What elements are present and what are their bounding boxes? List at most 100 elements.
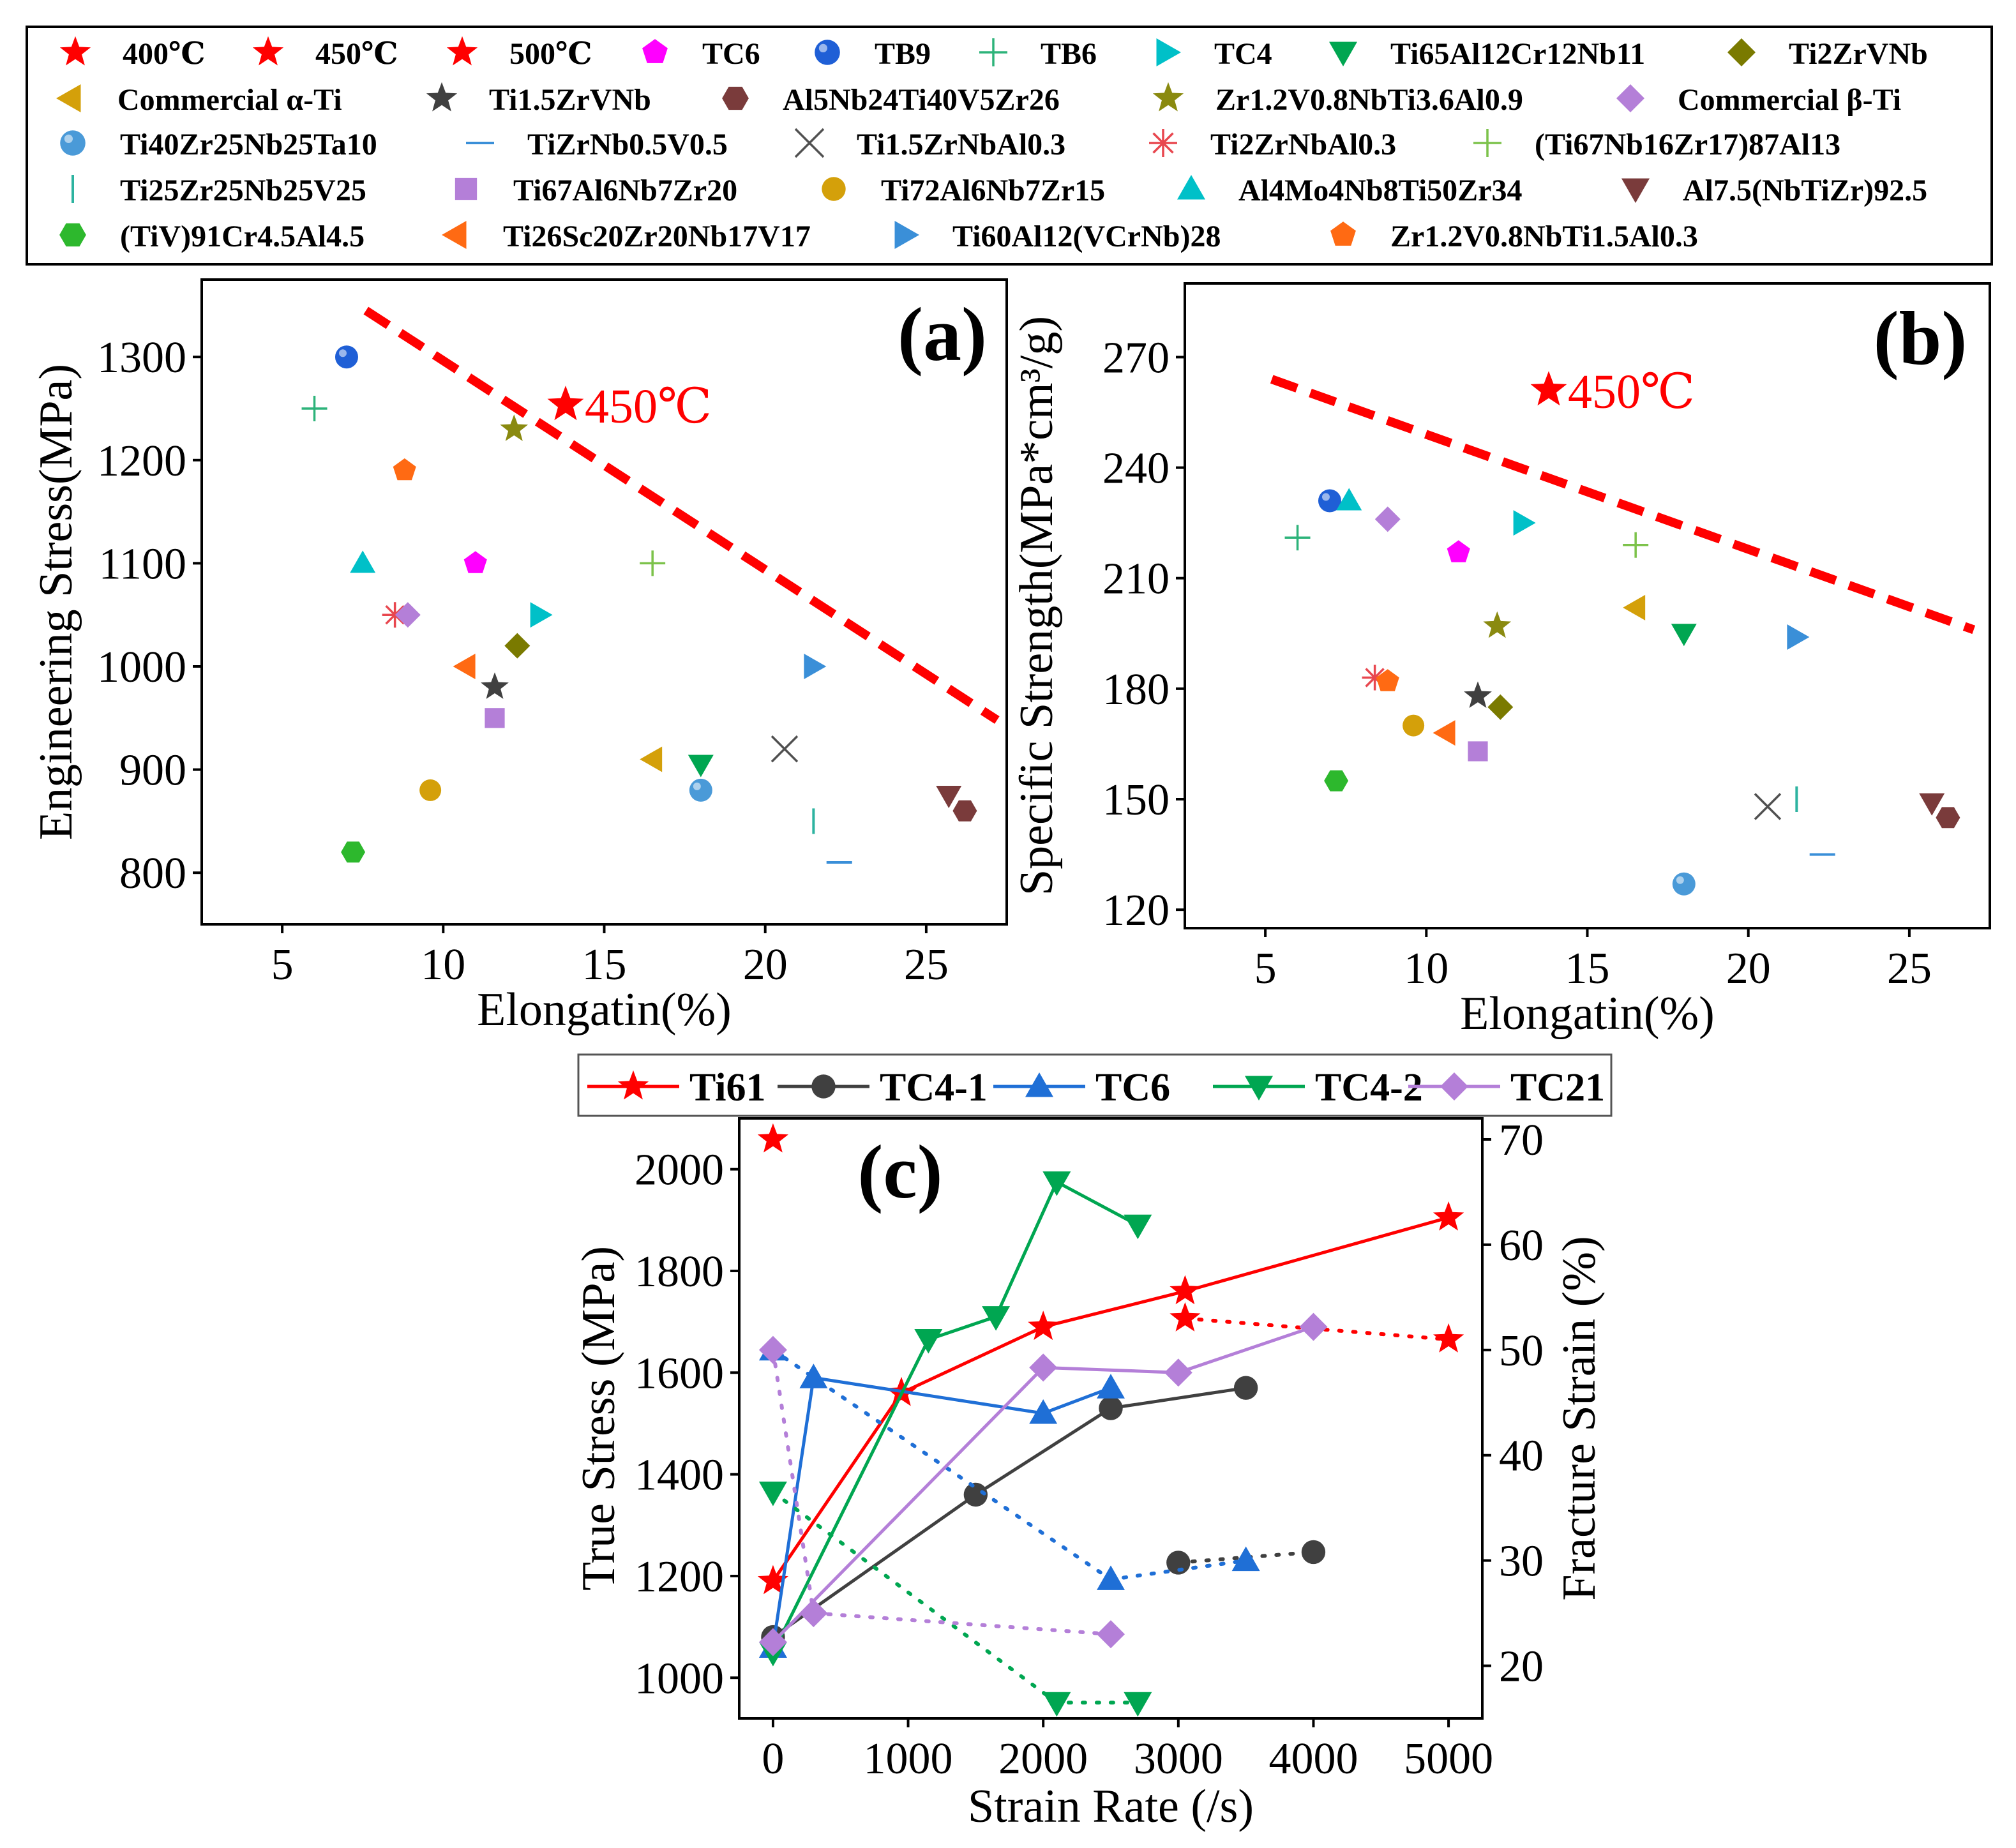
stress-point-tc6: [799, 1363, 828, 1388]
point-tb6: [1284, 525, 1311, 551]
y2-tick-label: 30: [1499, 1537, 1544, 1586]
y-tick-label: 1400: [635, 1451, 724, 1500]
strain-point-tc6: [1231, 1546, 1260, 1572]
legend-marker-ti40zr25nb25ta10: [60, 130, 86, 156]
legend-marker-tc6: [642, 39, 668, 63]
x-axis-label: Elongatin(%): [1460, 988, 1715, 1040]
legend-marker-ti2zrnbal0-3: [1149, 129, 1177, 157]
x-tick-label: 10: [421, 940, 465, 989]
x-tick-label: 20: [743, 940, 788, 989]
point-ti2zrvnb: [1487, 694, 1514, 720]
x-tick-label: 1000: [864, 1734, 953, 1784]
x-tick-label: 25: [1887, 944, 1932, 993]
legend-marker-500: [446, 36, 478, 66]
point-ti26sc20zr20nb17v17: [453, 654, 476, 679]
point-commercial-ti: [1374, 506, 1401, 532]
legend-marker-ti2zrvnb: [1727, 38, 1756, 66]
legend-label-ti2zrnbal0-3: Ti2ZrNbAl0.3: [1210, 128, 1396, 162]
y-tick-label: 1000: [635, 1654, 724, 1703]
point-ti26sc20zr20nb17v17: [1433, 720, 1456, 746]
point-ti67al6nb7zr20: [1468, 741, 1488, 762]
legend-label-tizrnb0-5v0-5: TiZrNb0.5V0.5: [527, 128, 728, 162]
legend-marker-tc4-1: [811, 1074, 836, 1099]
annotation-label: 450℃: [585, 380, 712, 433]
x-tick-label: 25: [904, 940, 949, 989]
strain-line-ti61: [1183, 1316, 1451, 1342]
plot-frame: [200, 278, 1008, 926]
stress-line-tc21: [772, 1325, 1314, 1644]
point-tb6: [301, 396, 327, 421]
y-axis-label: True Stress (MPa): [573, 1246, 625, 1591]
point-tb9: [1318, 489, 1341, 513]
legend-label-tc21: TC21: [1510, 1066, 1605, 1109]
point-tc4: [1513, 510, 1536, 536]
stress-point-tc4-2: [1042, 1171, 1071, 1196]
legend-marker-zr1-2v0-8nbti1-5al0-3: [1330, 222, 1356, 246]
legend-label-tc4-1: TC4-1: [880, 1066, 988, 1109]
annotation-label: 450℃: [1568, 365, 1695, 419]
strain-point-tc4-1: [1301, 1540, 1326, 1565]
y-tick-label: 270: [1102, 333, 1170, 382]
point-commercial-ti: [640, 746, 663, 772]
legend-label-zr1-2v0-8nbti1-5al0-3: Zr1.2V0.8NbTi1.5Al0.3: [1390, 220, 1698, 253]
point-commercial-ti: [395, 602, 421, 628]
legend-marker-ti72al6nb7zr15: [822, 177, 846, 201]
point-ti67nb16zr17-87al13: [1623, 532, 1649, 558]
y-tick-label: 800: [119, 849, 186, 898]
legend-label-450: 450℃: [315, 37, 398, 71]
point-tiv-91cr4-5al4-5: [341, 841, 366, 863]
y2-tick-label: 20: [1499, 1642, 1544, 1692]
x-tick-label: 5000: [1404, 1734, 1493, 1784]
legend-label-tc6: TC6: [1095, 1066, 1170, 1109]
stress-point-ti61: [1170, 1275, 1201, 1305]
legend-marker-ti1-5zrvnb: [426, 82, 458, 112]
legend-label-tc4: TC4: [1214, 37, 1272, 71]
panel-label: (a): [898, 292, 987, 377]
stress-point-tc4-2: [982, 1306, 1011, 1331]
panel-c-legend-frame: [577, 1053, 1613, 1117]
legend-label-tc4-2: TC4-2: [1315, 1066, 1423, 1109]
point-ti2zrnbal0-3: [382, 602, 408, 628]
y-tick-label: 1200: [635, 1552, 724, 1602]
strain-point-tc6: [1097, 1565, 1125, 1590]
y2-tick-label: 50: [1499, 1326, 1544, 1376]
stress-point-tc4-2: [1124, 1214, 1152, 1240]
x-tick-label: 15: [1565, 944, 1610, 993]
trend-line: [363, 306, 1000, 724]
point-al5nb24ti40v5zr26: [952, 800, 977, 822]
legend-marker-tiv-91cr4-5al4-5: [59, 223, 86, 247]
legend-marker-tb6: [979, 38, 1007, 66]
point-ti67al6nb7zr20: [485, 708, 505, 728]
point-ti40zr25nb25ta10: [689, 778, 712, 802]
x-tick-label: 10: [1404, 944, 1448, 993]
legend-marker-ti67al6nb7zr20: [455, 177, 478, 200]
legend-marker-450: [252, 36, 284, 66]
strain-point-tc21: [758, 1335, 787, 1364]
legend-marker-tc6: [1025, 1072, 1053, 1097]
panel-c-true-stress-strain-rate: Ti61 TC4-1 TC6 TC4-2 TC21 0 1000 2000 3000 4000 50…: [573, 1053, 1613, 1833]
panel-label: (c): [857, 1129, 942, 1214]
point-al7-5-nbtizr-92-5: [1919, 793, 1945, 816]
legend-marker-400: [59, 36, 91, 66]
point-ti1-5zrvnb: [1464, 681, 1492, 708]
y-tick-label: 1600: [635, 1349, 724, 1398]
legend-label-ti25zr25nb25v25: Ti25Zr25Nb25V25: [120, 174, 366, 207]
plot-frame: [738, 1117, 1484, 1720]
y-tick-label: 150: [1102, 776, 1170, 825]
point-al4mo4nb8ti50zr34: [350, 550, 376, 573]
x-tick-label: 3000: [1134, 1734, 1223, 1784]
annotation-star: [1530, 371, 1567, 406]
y-tick-label: 240: [1102, 444, 1170, 493]
point-ti72al6nb7zr15: [1403, 714, 1425, 737]
legend-marker-zr1-2v0-8nbti3-6al0-9: [1152, 82, 1184, 112]
point-ti2zrnbal0-3: [1362, 665, 1388, 691]
strain-point-tc21: [1097, 1620, 1125, 1649]
y2-tick-label: 70: [1499, 1116, 1544, 1165]
stress-point-tc21: [1299, 1312, 1328, 1341]
point-tc6: [463, 551, 487, 573]
point-ti40zr25nb25ta10: [1672, 872, 1696, 896]
y-tick-label: 1200: [97, 437, 186, 486]
stress-point-tc21: [758, 1628, 787, 1656]
y-axis-label: Specific Strength(MPa*cm³/g): [1011, 316, 1063, 896]
point-zr1-2v0-8nbti1-5al0-3: [1376, 669, 1399, 691]
